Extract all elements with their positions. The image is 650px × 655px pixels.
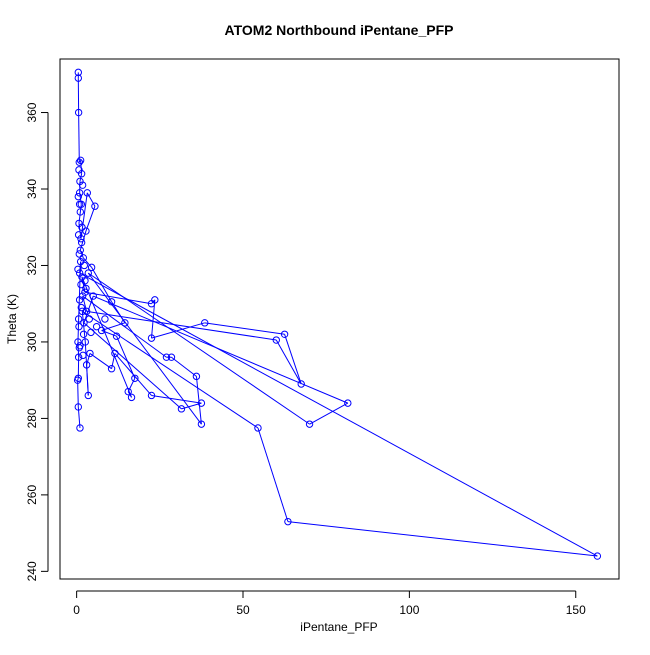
y-tick-label: 280 — [25, 408, 39, 428]
y-tick-label: 260 — [25, 485, 39, 505]
series-line-segment — [78, 378, 79, 380]
y-tick-label: 320 — [25, 255, 39, 275]
y-tick-label: 360 — [25, 102, 39, 122]
x-tick-label: 100 — [399, 603, 419, 617]
x-axis-label: iPentane_PFP — [300, 620, 377, 634]
x-tick-label: 50 — [236, 603, 250, 617]
y-tick-label: 340 — [25, 179, 39, 199]
chart-title: ATOM2 Northbound iPentane_PFP — [225, 22, 454, 38]
series-line-segment — [79, 113, 80, 163]
x-tick-label: 0 — [73, 603, 80, 617]
y-axis-label: Theta (K) — [5, 294, 19, 344]
y-tick-label: 300 — [25, 332, 39, 352]
y-tick-label: 240 — [25, 561, 39, 581]
series-line-segment — [78, 380, 79, 407]
x-tick-label: 150 — [566, 603, 586, 617]
